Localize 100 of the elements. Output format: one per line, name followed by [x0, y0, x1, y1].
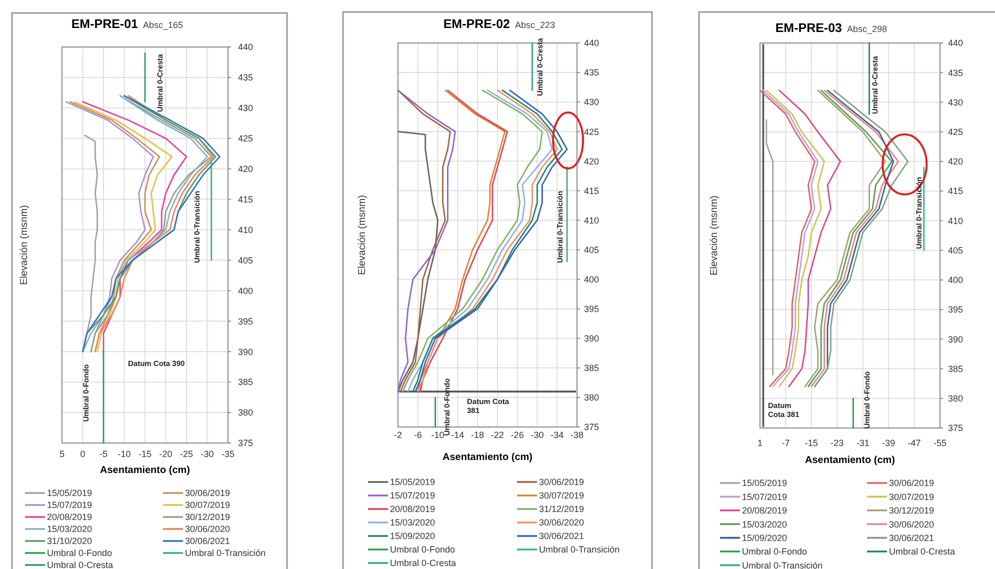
x-tick-label: -15 [804, 438, 818, 448]
y-tick-label: 430 [238, 103, 254, 114]
x-tick-label: -22 [490, 430, 504, 440]
chart-title: EM-PRE-02 [443, 17, 510, 31]
x-tick-label: -10 [431, 430, 444, 440]
x-axis-title: Asentamiento (cm) [804, 455, 896, 466]
legend-label: 15/09/2020 [742, 532, 788, 543]
y-tick-label: 395 [948, 304, 964, 315]
legend-label: 15/03/2020 [742, 519, 788, 530]
y-tick-label: 390 [238, 346, 254, 357]
y-tick-label: 430 [948, 97, 964, 108]
legend-label: Umbral 0-Transición [742, 560, 823, 569]
y-tick-label: 375 [584, 422, 600, 432]
chart-subtitle: Absc_298 [847, 24, 888, 34]
y-tick-label: 415 [584, 186, 600, 196]
y-axis-title: Elevación (msnm) [709, 195, 720, 276]
y-tick-label: 430 [584, 97, 600, 108]
y-tick-label: 385 [948, 364, 964, 374]
x-tick-label: -31 [856, 438, 870, 448]
y-tick-label: 390 [584, 334, 600, 344]
y-tick-label: 435 [584, 68, 600, 78]
y-tick-label: 410 [948, 216, 964, 226]
x-tick-label: -35 [221, 449, 235, 459]
y-tick-label: 420 [948, 156, 964, 167]
x-tick-label: -20 [159, 449, 172, 459]
legend-label: 30/06/2019 [889, 478, 934, 488]
y-tick-label: 405 [584, 244, 600, 255]
y-tick-label: 380 [238, 408, 254, 418]
x-tick-label: -15 [138, 449, 152, 459]
legend-label: 30/12/2019 [185, 512, 230, 522]
x-tick-label: -55 [933, 438, 947, 448]
y-tick-label: 375 [948, 423, 964, 434]
x-tick-label: -39 [882, 438, 896, 448]
y-tick-label: 400 [238, 286, 254, 296]
y-tick-label: 405 [238, 255, 254, 266]
y-tick-label: 435 [948, 68, 964, 78]
legend-label: 15/03/2020 [390, 518, 436, 528]
legend-label: 30/06/2020 [889, 519, 934, 530]
x-tick-label: -47 [908, 438, 921, 448]
x-tick-label: -34 [550, 430, 564, 440]
legend-label: 30/12/2019 [889, 506, 934, 516]
legend-label: 20/08/2019 [390, 504, 436, 514]
y-tick-label: 440 [584, 38, 600, 48]
legend-label: 30/07/2019 [889, 492, 934, 502]
legend-label: 15/07/2019 [742, 492, 788, 502]
legend-label: 30/06/2019 [539, 477, 584, 488]
legend-label: 15/09/2020 [390, 531, 436, 542]
x-tick-label: -10 [118, 449, 131, 459]
legend-label: 15/07/2019 [390, 490, 436, 501]
chart-title: EM-PRE-01 [71, 17, 138, 31]
legend-label: 30/06/2020 [185, 524, 230, 534]
y-tick-label: 410 [584, 215, 600, 226]
x-tick-label: 1 [757, 438, 763, 448]
legend-label: Umbral 0-Fondo [390, 544, 456, 555]
legend-label: 20/08/2019 [47, 512, 92, 522]
y-tick-label: 380 [584, 392, 600, 403]
x-tick-label: -30 [200, 449, 214, 459]
legend-label: Umbral 0-Transición [539, 544, 620, 555]
y-tick-label: 395 [584, 304, 600, 314]
y-tick-label: 385 [584, 363, 600, 374]
legend-label: Umbral 0-Fondo [47, 548, 112, 558]
y-tick-label: 415 [948, 186, 964, 196]
legend-label: 30/06/2020 [539, 518, 584, 528]
y-tick-label: 420 [584, 156, 600, 166]
y-tick-label: 425 [584, 126, 600, 137]
legend-label: 15/03/2020 [47, 524, 92, 534]
chart-title: EM-PRE-03 [775, 21, 842, 35]
legend-label: 20/08/2019 [742, 506, 788, 516]
x-tick-label: -2 [394, 430, 402, 440]
legend-label: 15/07/2019 [47, 500, 92, 510]
legend-label: Umbral 0-Cresta [47, 560, 114, 569]
x-tick-label: 5 [59, 449, 65, 459]
legend-label: Umbral 0-Cresta [889, 546, 956, 557]
x-tick-label: -14 [451, 430, 464, 440]
legend-label: 15/05/2019 [742, 478, 788, 488]
y-tick-label: 415 [238, 194, 254, 204]
chart-subtitle: Absc_223 [515, 20, 556, 30]
x-tick-label: -7 [782, 438, 790, 448]
x-tick-label: -23 [830, 438, 844, 448]
x-tick-label: -5 [99, 449, 108, 459]
y-axis-title: Elevación (msnm) [19, 204, 30, 286]
legend-label: 31/10/2020 [47, 536, 92, 546]
y-tick-label: 390 [948, 334, 964, 344]
legend-label: Umbral 0-Fondo [742, 546, 808, 557]
legend-label: Umbral 0-Cresta [390, 558, 456, 568]
legend-label: 15/05/2019 [47, 488, 92, 498]
legend-label: 30/07/2019 [185, 500, 230, 510]
legend-label: 15/05/2019 [390, 477, 436, 488]
y-tick-label: 400 [584, 274, 600, 284]
y-tick-label: 410 [238, 224, 254, 235]
legend-label: 30/06/2019 [185, 488, 230, 498]
x-tick-label: -26 [510, 430, 524, 440]
y-tick-label: 435 [238, 72, 254, 83]
y-tick-label: 395 [238, 316, 254, 326]
legend-label: 30/07/2019 [539, 490, 584, 501]
x-tick-label: 0 [80, 449, 86, 459]
x-tick-label: -6 [414, 430, 422, 440]
legend-label: 31/12/2019 [539, 504, 584, 514]
chart-subtitle: Absc_165 [143, 20, 184, 30]
y-tick-label: 400 [948, 275, 964, 286]
